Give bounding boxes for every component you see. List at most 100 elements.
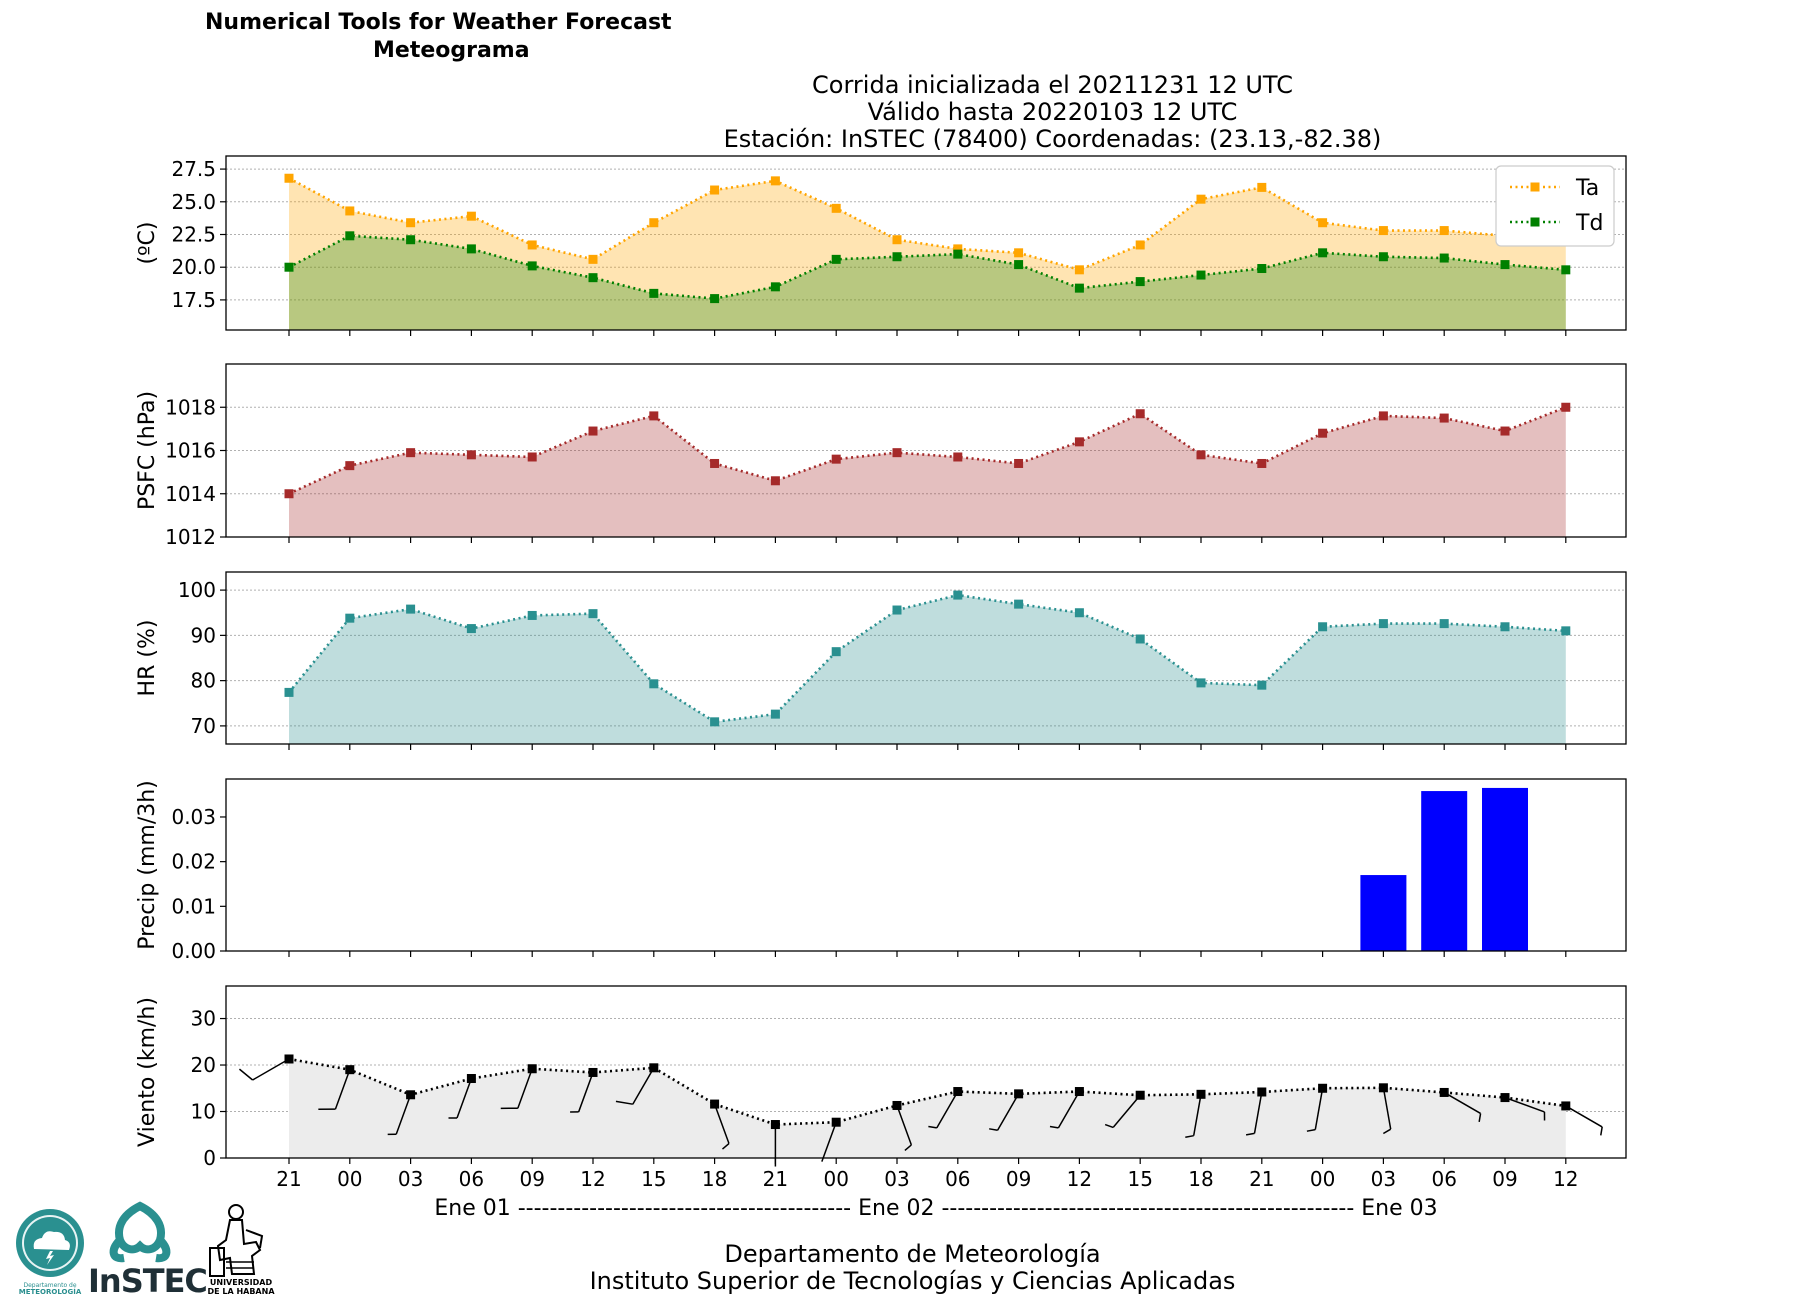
data-point [1378, 411, 1388, 421]
data-point [710, 294, 720, 304]
station-caption: Estación: InSTEC (78400) Coordenadas: (2… [723, 125, 1382, 153]
wind-barb [928, 1091, 959, 1129]
area-wind [289, 1058, 1566, 1158]
data-point [649, 218, 659, 228]
y-tick-label: 1012 [165, 525, 216, 549]
wind-barb [1104, 1094, 1141, 1129]
data-point [345, 461, 355, 471]
data-point [1135, 240, 1145, 250]
data-point [527, 240, 537, 250]
area-pressure [289, 407, 1566, 537]
data-point [1074, 283, 1084, 293]
x-tick-label: 18 [702, 1167, 727, 1191]
data-point [1014, 248, 1024, 258]
axes-frame [225, 985, 1627, 1159]
page-subtitle: Meteograma [373, 38, 530, 63]
footer-department: Departamento de Meteorología [724, 1240, 1101, 1268]
wind-barb [238, 1058, 290, 1081]
wind-barb [1504, 1096, 1546, 1121]
data-point [710, 717, 720, 727]
y-axis-label: HR (%) [135, 620, 160, 697]
data-point [345, 231, 355, 241]
data-point [1318, 218, 1328, 228]
data-point [588, 426, 598, 436]
data-point [1257, 182, 1267, 192]
page-title: Numerical Tools for Weather Forecast [205, 10, 672, 35]
data-point [831, 203, 841, 213]
y-tick-label: 20.0 [171, 255, 216, 279]
y-axis-label: (ºC) [135, 222, 160, 265]
data-point [406, 604, 416, 614]
data-point [1135, 409, 1145, 419]
y-tick-label: 90 [191, 623, 216, 647]
y-tick-label: 70 [191, 714, 216, 738]
area-humidity [289, 595, 1566, 744]
data-point [1439, 619, 1449, 629]
precip-bar [1482, 787, 1528, 951]
x-tick-labels: 21 00 03 06 09 12 15 18 21 00 03 06 09 12 15 18 21 00 03 06… [276, 1167, 1578, 1191]
data-point [892, 448, 902, 458]
dm-logo-text: Departamento de METEOROLOGÍA [18, 1282, 82, 1296]
legend-label-Td: Td [1575, 211, 1603, 236]
data-point [466, 244, 476, 254]
data-point [953, 249, 963, 259]
y-tick-label: 0 [203, 1146, 216, 1170]
panel-precipitation: 0.00 0.01 0.02 0.03 Precip (mm/3h) [135, 778, 1627, 963]
data-point [466, 624, 476, 634]
x-tick-label: 09 [1492, 1167, 1517, 1191]
data-point [466, 211, 476, 221]
x-tick-label: 00 [1310, 1167, 1335, 1191]
wind-barb [570, 1072, 594, 1113]
x-tick-label: 15 [1127, 1167, 1152, 1191]
data-point [1439, 253, 1449, 263]
data-point [1318, 248, 1328, 258]
run-caption: Corrida inicializada el 20211231 12 UTC [812, 71, 1293, 99]
legend-marker [1530, 182, 1540, 192]
y-tick-label: 1014 [165, 482, 216, 506]
wind-barb [713, 1103, 730, 1150]
precip-bar [1360, 875, 1407, 951]
x-tick-label: 03 [398, 1167, 423, 1191]
wind-barb [1306, 1088, 1324, 1132]
footer-institute: Instituto Superior de Tecnologías y Cien… [589, 1267, 1236, 1295]
data-point [1500, 426, 1510, 436]
data-point [1074, 265, 1084, 275]
data-point [1196, 678, 1206, 688]
data-point [1196, 270, 1206, 280]
data-point [1318, 428, 1328, 438]
data-point [1561, 265, 1571, 275]
wind-barb [821, 1121, 837, 1162]
y-tick-label: 30 [191, 1007, 216, 1031]
y-tick-label: 20 [191, 1053, 216, 1077]
x-tick-label: 03 [1371, 1167, 1396, 1191]
data-point [1135, 277, 1145, 287]
data-point [831, 454, 841, 464]
data-point [588, 609, 598, 619]
area-Ta [289, 178, 1566, 330]
data-point [406, 448, 416, 458]
x-tick-label: 12 [580, 1167, 605, 1191]
data-point [1014, 260, 1024, 270]
y-tick-label: 17.5 [171, 288, 216, 312]
x-tick-label: 21 [763, 1167, 788, 1191]
data-point [831, 647, 841, 657]
precip-bar [1421, 791, 1468, 951]
data-point [1014, 599, 1024, 609]
y-tick-label: 100 [178, 578, 216, 602]
data-point [284, 489, 294, 499]
data-point [406, 235, 416, 245]
wind-barb [989, 1093, 1020, 1131]
instec-logo [109, 1201, 171, 1263]
wind-barb [1565, 1105, 1603, 1136]
area-Td [289, 235, 1566, 330]
y-tick-label: 0.00 [171, 939, 216, 963]
data-point [1378, 226, 1388, 236]
data-point [1196, 194, 1206, 204]
data-point [710, 458, 720, 468]
data-point [1257, 458, 1267, 468]
series-line-wind [288, 1057, 1566, 1126]
y-tick-label: 22.5 [171, 222, 216, 246]
legend-box [1495, 165, 1615, 247]
legend-label-Ta: Ta [1575, 176, 1599, 201]
